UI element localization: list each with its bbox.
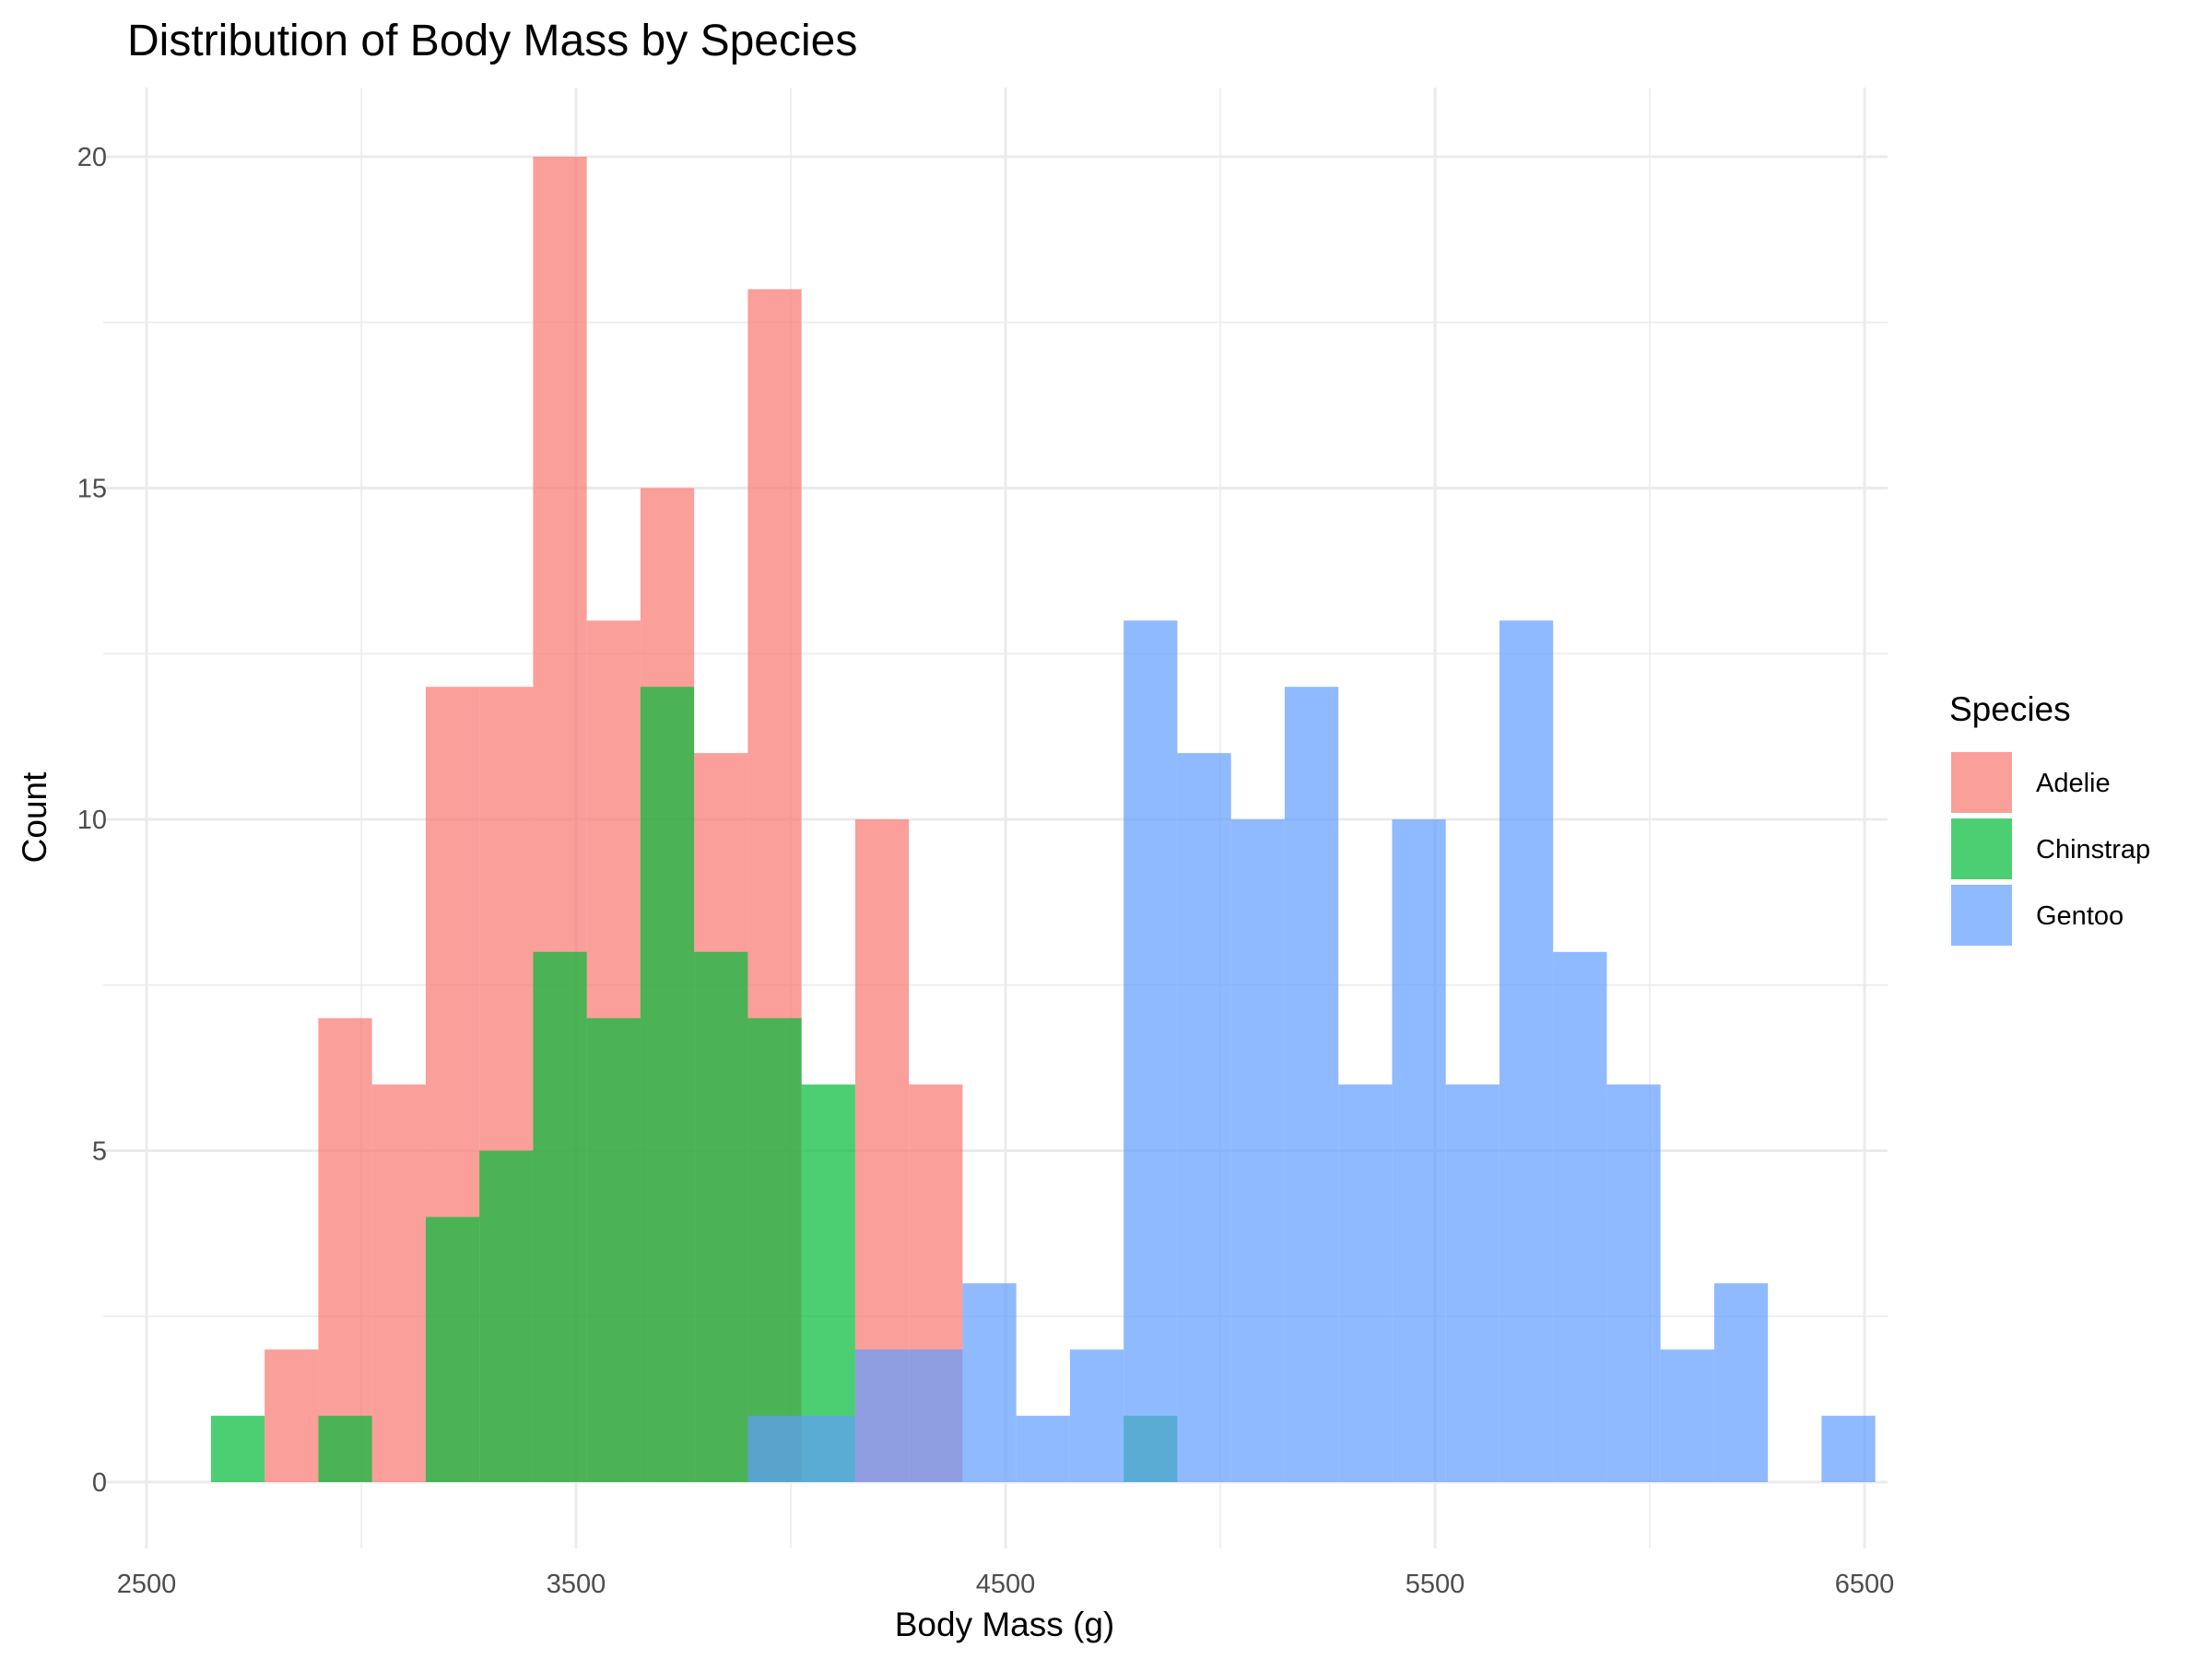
legend-label-adelie: Adelie	[2036, 769, 2111, 798]
bar-gentoo	[1124, 620, 1178, 1482]
bar-gentoo	[962, 1283, 1017, 1482]
legend-label-gentoo: Gentoo	[2036, 901, 2124, 931]
bar-gentoo	[1713, 1283, 1769, 1482]
bar-adelie	[318, 1018, 372, 1482]
x-tick-label: 4500	[976, 1570, 1036, 1599]
bar-adelie	[371, 1084, 426, 1482]
y-tick-label: 20	[77, 143, 107, 172]
chart-title: Distribution of Body Mass by Species	[127, 17, 857, 65]
bar-chinstrap	[694, 951, 748, 1482]
histogram-bars	[210, 157, 1876, 1482]
bar-gentoo	[1499, 620, 1554, 1482]
y-tick-label: 15	[77, 475, 107, 504]
legend-title: Species	[1949, 690, 2071, 728]
series-gentoo	[747, 620, 1876, 1482]
bar-chinstrap	[747, 1018, 802, 1482]
x-tick-label: 2500	[117, 1570, 177, 1599]
bar-chinstrap	[425, 1217, 480, 1482]
x-tick-label: 3500	[547, 1570, 606, 1599]
y-tick-label: 0	[92, 1468, 107, 1498]
bar-gentoo	[1338, 1084, 1393, 1482]
bar-gentoo	[747, 1416, 802, 1482]
bar-adelie	[265, 1349, 319, 1482]
x-tick-label: 5500	[1406, 1570, 1465, 1599]
legend: Species Adelie Chinstrap Gentoo	[1949, 690, 2150, 946]
legend-key-adelie	[1951, 752, 2012, 813]
legend-key-gentoo	[1951, 885, 2012, 946]
bar-gentoo	[909, 1349, 963, 1482]
x-axis-title: Body Mass (g)	[895, 1606, 1115, 1643]
tick-labels: 2500 3500 4500 5500 6500 0 5 10 15 20	[77, 143, 1895, 1599]
bar-gentoo	[1177, 753, 1231, 1482]
bar-gentoo	[801, 1416, 855, 1482]
bar-gentoo	[1230, 819, 1285, 1482]
bar-gentoo	[1392, 819, 1446, 1482]
x-tick-label: 6500	[1835, 1570, 1895, 1599]
bar-chinstrap	[586, 1018, 641, 1482]
bar-chinstrap	[479, 1150, 534, 1482]
bar-gentoo	[1284, 687, 1339, 1482]
bar-gentoo	[854, 1349, 910, 1482]
bar-gentoo	[1553, 951, 1607, 1482]
bar-gentoo	[1016, 1416, 1070, 1482]
bar-gentoo	[1445, 1084, 1500, 1482]
bar-chinstrap	[318, 1416, 372, 1482]
legend-key-chinstrap	[1951, 818, 2012, 879]
bar-chinstrap	[533, 951, 587, 1482]
y-tick-label: 10	[77, 806, 107, 835]
y-axis-title: Count	[16, 771, 53, 863]
bar-gentoo	[1069, 1349, 1124, 1482]
bar-gentoo	[1821, 1416, 1876, 1482]
bar-gentoo	[1660, 1349, 1714, 1482]
bar-chinstrap	[210, 1416, 265, 1482]
bar-gentoo	[1606, 1084, 1661, 1482]
series-chinstrap	[210, 687, 1178, 1482]
y-tick-label: 5	[92, 1137, 107, 1167]
bar-chinstrap	[640, 687, 695, 1482]
legend-label-chinstrap: Chinstrap	[2036, 835, 2150, 865]
